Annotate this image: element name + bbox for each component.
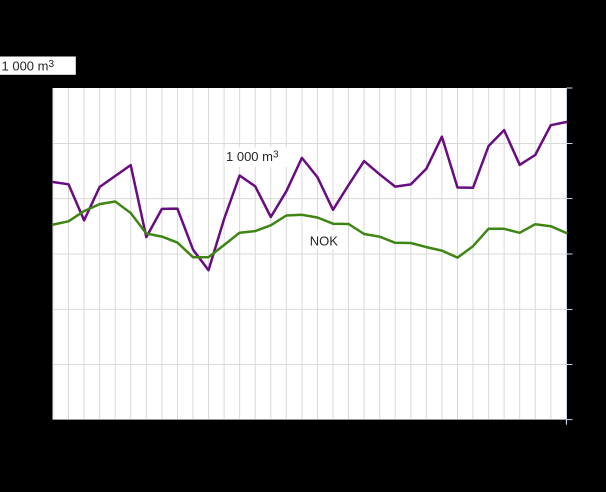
svg-text:1 000 m3: 1 000 m3 [2,59,55,74]
svg-text:NOK: NOK [310,233,339,248]
svg-text:1 000 m3: 1 000 m3 [226,149,279,164]
